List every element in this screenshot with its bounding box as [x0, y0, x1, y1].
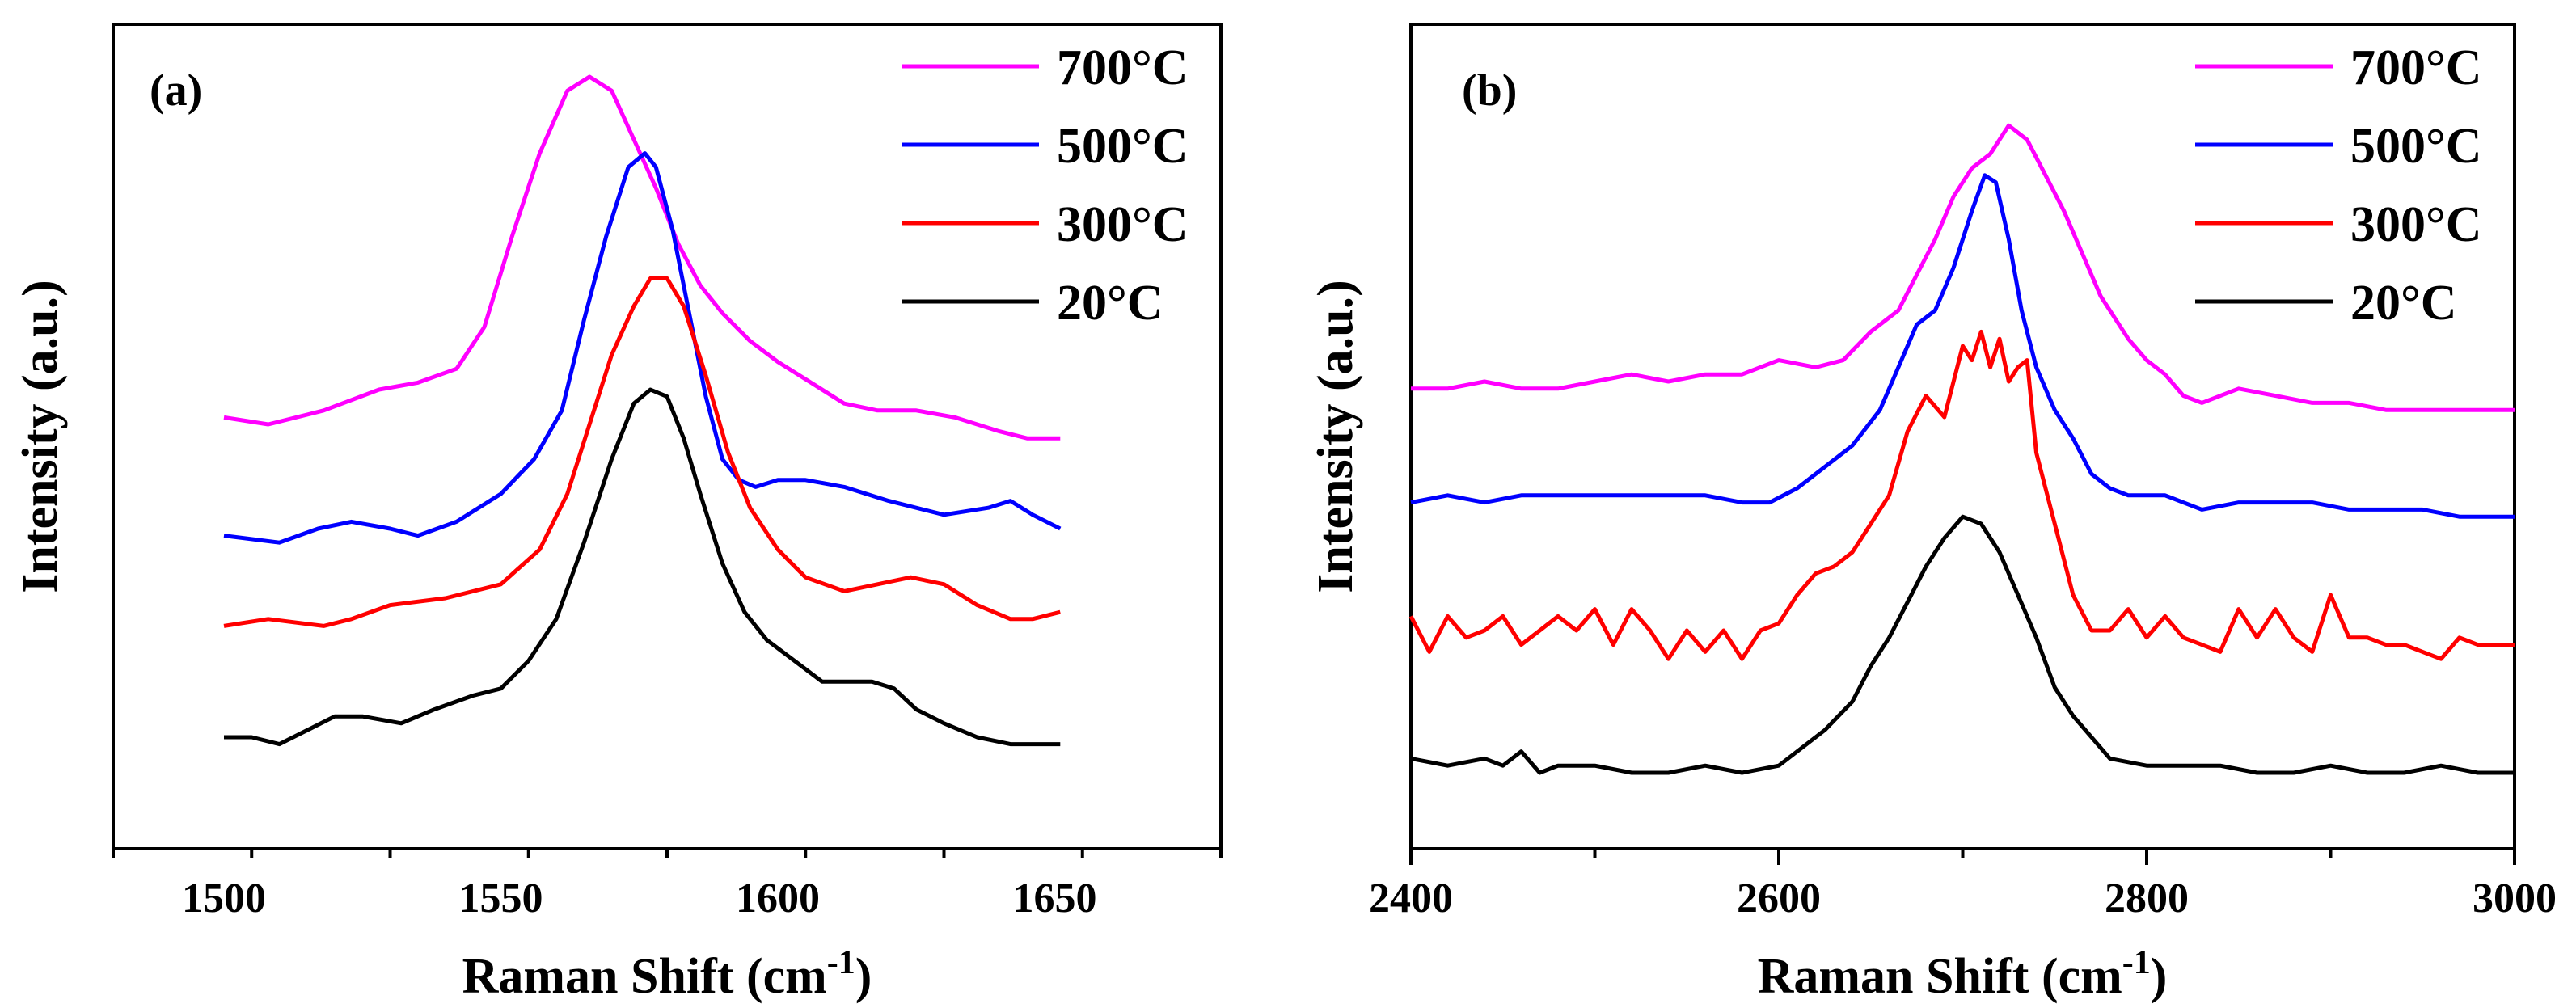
series-line-20c	[1410, 514, 2515, 775]
x-tick-label: 3000	[2473, 875, 2557, 922]
x-tick-label: 1600	[736, 875, 820, 922]
legend-label: 20°C	[2350, 276, 2457, 331]
series-line-500c	[223, 151, 1062, 545]
panel-b-label: (b)	[1462, 65, 1517, 116]
x-tick-label: 1650	[1013, 875, 1097, 922]
panel-a-x-axis-label: Raman Shift (cm-1)	[462, 944, 872, 1004]
legend-label: 500°C	[2350, 119, 2482, 174]
panel-b-x-axis-label-close: )	[2151, 949, 2168, 1004]
panel-b-series	[1408, 123, 2515, 775]
series-line-700c	[1411, 123, 2515, 412]
panel-b: (b) 2400 2600 2800 3000 700°C 500°C 300°C 20°C…	[1308, 23, 2557, 1004]
panel-b-y-axis-label: Intensity (a.u.)	[1308, 280, 1363, 593]
panel-a-label: (a)	[150, 65, 202, 116]
x-tick-label: 2800	[2105, 875, 2189, 922]
panel-a-x-axis-label-main: Raman Shift (cm	[462, 949, 827, 1004]
x-tick-label: 1550	[459, 875, 543, 922]
panel-b-frame	[1409, 23, 2516, 850]
legend-label: 500°C	[1057, 119, 1189, 174]
legend-label: 300°C	[1057, 197, 1189, 252]
legend-label: 20°C	[1057, 276, 1163, 331]
x-tick-label: 2600	[1737, 875, 1821, 922]
panel-a-legend: 700°C 500°C 300°C 20°C	[902, 40, 1189, 331]
legend-label: 300°C	[2350, 197, 2482, 252]
series-line-700c	[223, 74, 1061, 441]
series-line-20c	[224, 387, 1061, 747]
panel-a-x-axis-label-close: )	[855, 949, 872, 1004]
panel-a-series	[223, 74, 1062, 747]
panel-a-x-ticks: 1500 1550 1600 1650	[112, 849, 1223, 922]
series-line-300c	[1408, 329, 2515, 661]
legend-label: 700°C	[2350, 40, 2482, 95]
panel-a-y-axis-label: Intensity (a.u.)	[13, 280, 68, 593]
legend-label: 700°C	[1057, 40, 1189, 95]
x-tick-label: 2400	[1369, 875, 1453, 922]
series-line-300c	[223, 276, 1061, 628]
panel-a: (a) 1500 1550 1600 1650 700°C 500°C 300°C 20°C…	[13, 23, 1223, 1004]
panel-b-legend: 700°C 500°C 300°C 20°C	[2195, 40, 2482, 331]
x-tick-label: 1500	[182, 875, 266, 922]
panel-b-x-axis-label-sup: -1	[2122, 944, 2151, 981]
panel-b-x-axis-label: Raman Shift (cm-1)	[1758, 944, 2168, 1004]
series-line-500c	[1410, 173, 2515, 519]
panel-b-x-axis-label-main: Raman Shift (cm	[1758, 949, 2122, 1004]
panel-b-x-ticks: 2400 2600 2800 3000	[1369, 849, 2557, 922]
panel-a-x-axis-label-sup: -1	[827, 944, 855, 981]
